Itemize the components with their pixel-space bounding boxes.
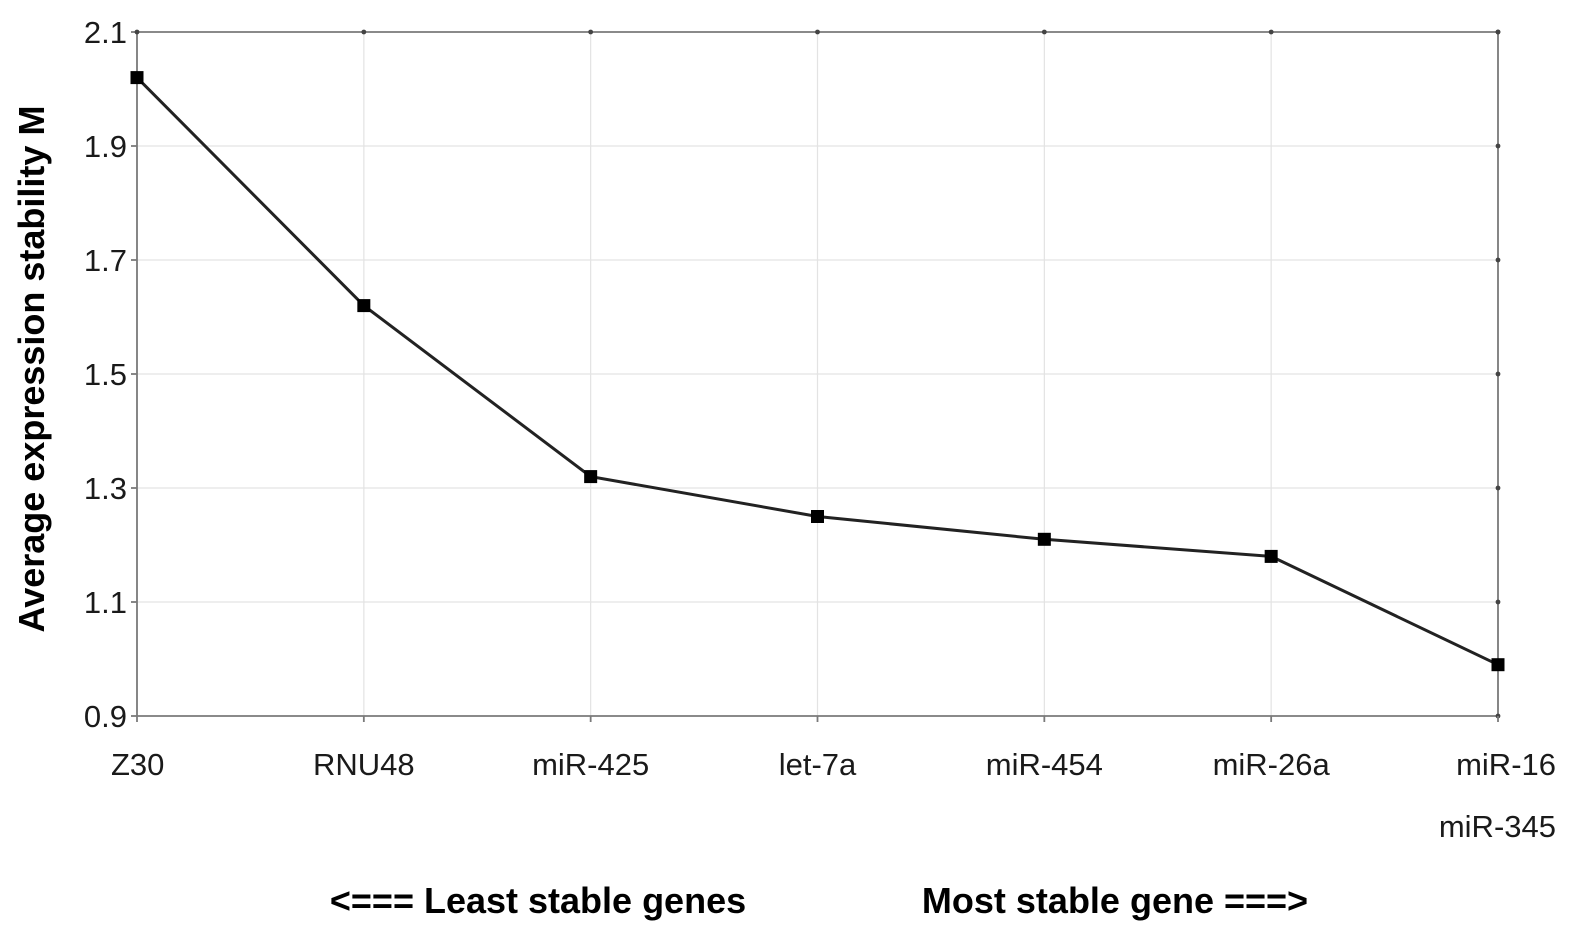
x-axis-title-left: <=== Least stable genes xyxy=(330,880,746,921)
data-point-marker xyxy=(130,71,144,85)
data-point-marker xyxy=(1037,532,1051,546)
top-tick-dot xyxy=(588,29,594,35)
x-tick-label: miR-26a xyxy=(1213,747,1331,782)
grid xyxy=(136,31,1499,717)
right-tick-dot xyxy=(1495,371,1501,377)
top-tick-dot xyxy=(1495,29,1501,35)
x-tick-sublabel: miR-345 xyxy=(1439,809,1556,844)
right-tick-dot xyxy=(1495,143,1501,149)
x-tick-label: miR-454 xyxy=(986,747,1103,782)
y-axis-title: Average expression stability M xyxy=(11,106,52,633)
top-tick-dot xyxy=(134,29,140,35)
top-tick-dot xyxy=(1041,29,1047,35)
y-tick-labels: 0.9 1.1 1.3 1.5 1.7 1.9 2.1 xyxy=(84,15,127,734)
top-tick-dot xyxy=(361,29,367,35)
series xyxy=(130,71,1505,672)
x-tick-label: let-7a xyxy=(779,747,857,782)
x-tick-label: miR-16 xyxy=(1456,747,1556,782)
right-tick-dot xyxy=(1495,485,1501,491)
y-tick-label: 1.5 xyxy=(84,357,127,392)
axes xyxy=(131,29,1501,722)
right-tick-dot xyxy=(1495,599,1501,605)
x-tick-label: Z30 xyxy=(111,747,164,782)
top-tick-dot xyxy=(1268,29,1274,35)
x-tick-labels: Z30 RNU48 miR-425 let-7a miR-454 miR-26a miR-1… xyxy=(111,747,1556,844)
data-point-marker xyxy=(811,510,824,523)
data-point-marker xyxy=(584,470,598,484)
y-tick-label: 0.9 xyxy=(84,699,127,734)
y-tick-label: 2.1 xyxy=(84,15,127,50)
right-tick-dot xyxy=(1495,257,1501,263)
y-tick-label: 1.1 xyxy=(84,585,127,620)
data-point-marker xyxy=(1264,549,1278,563)
x-axis-title-right: Most stable gene ===> xyxy=(922,880,1308,921)
data-point-marker xyxy=(357,299,371,313)
top-tick-dot xyxy=(815,29,820,35)
data-point-marker xyxy=(1491,658,1505,672)
x-tick-label: RNU48 xyxy=(313,747,415,782)
y-tick-label: 1.7 xyxy=(84,243,127,278)
x-tick-label: miR-425 xyxy=(532,747,649,782)
y-tick-label: 1.3 xyxy=(84,471,127,506)
y-tick-label: 1.9 xyxy=(84,129,127,164)
